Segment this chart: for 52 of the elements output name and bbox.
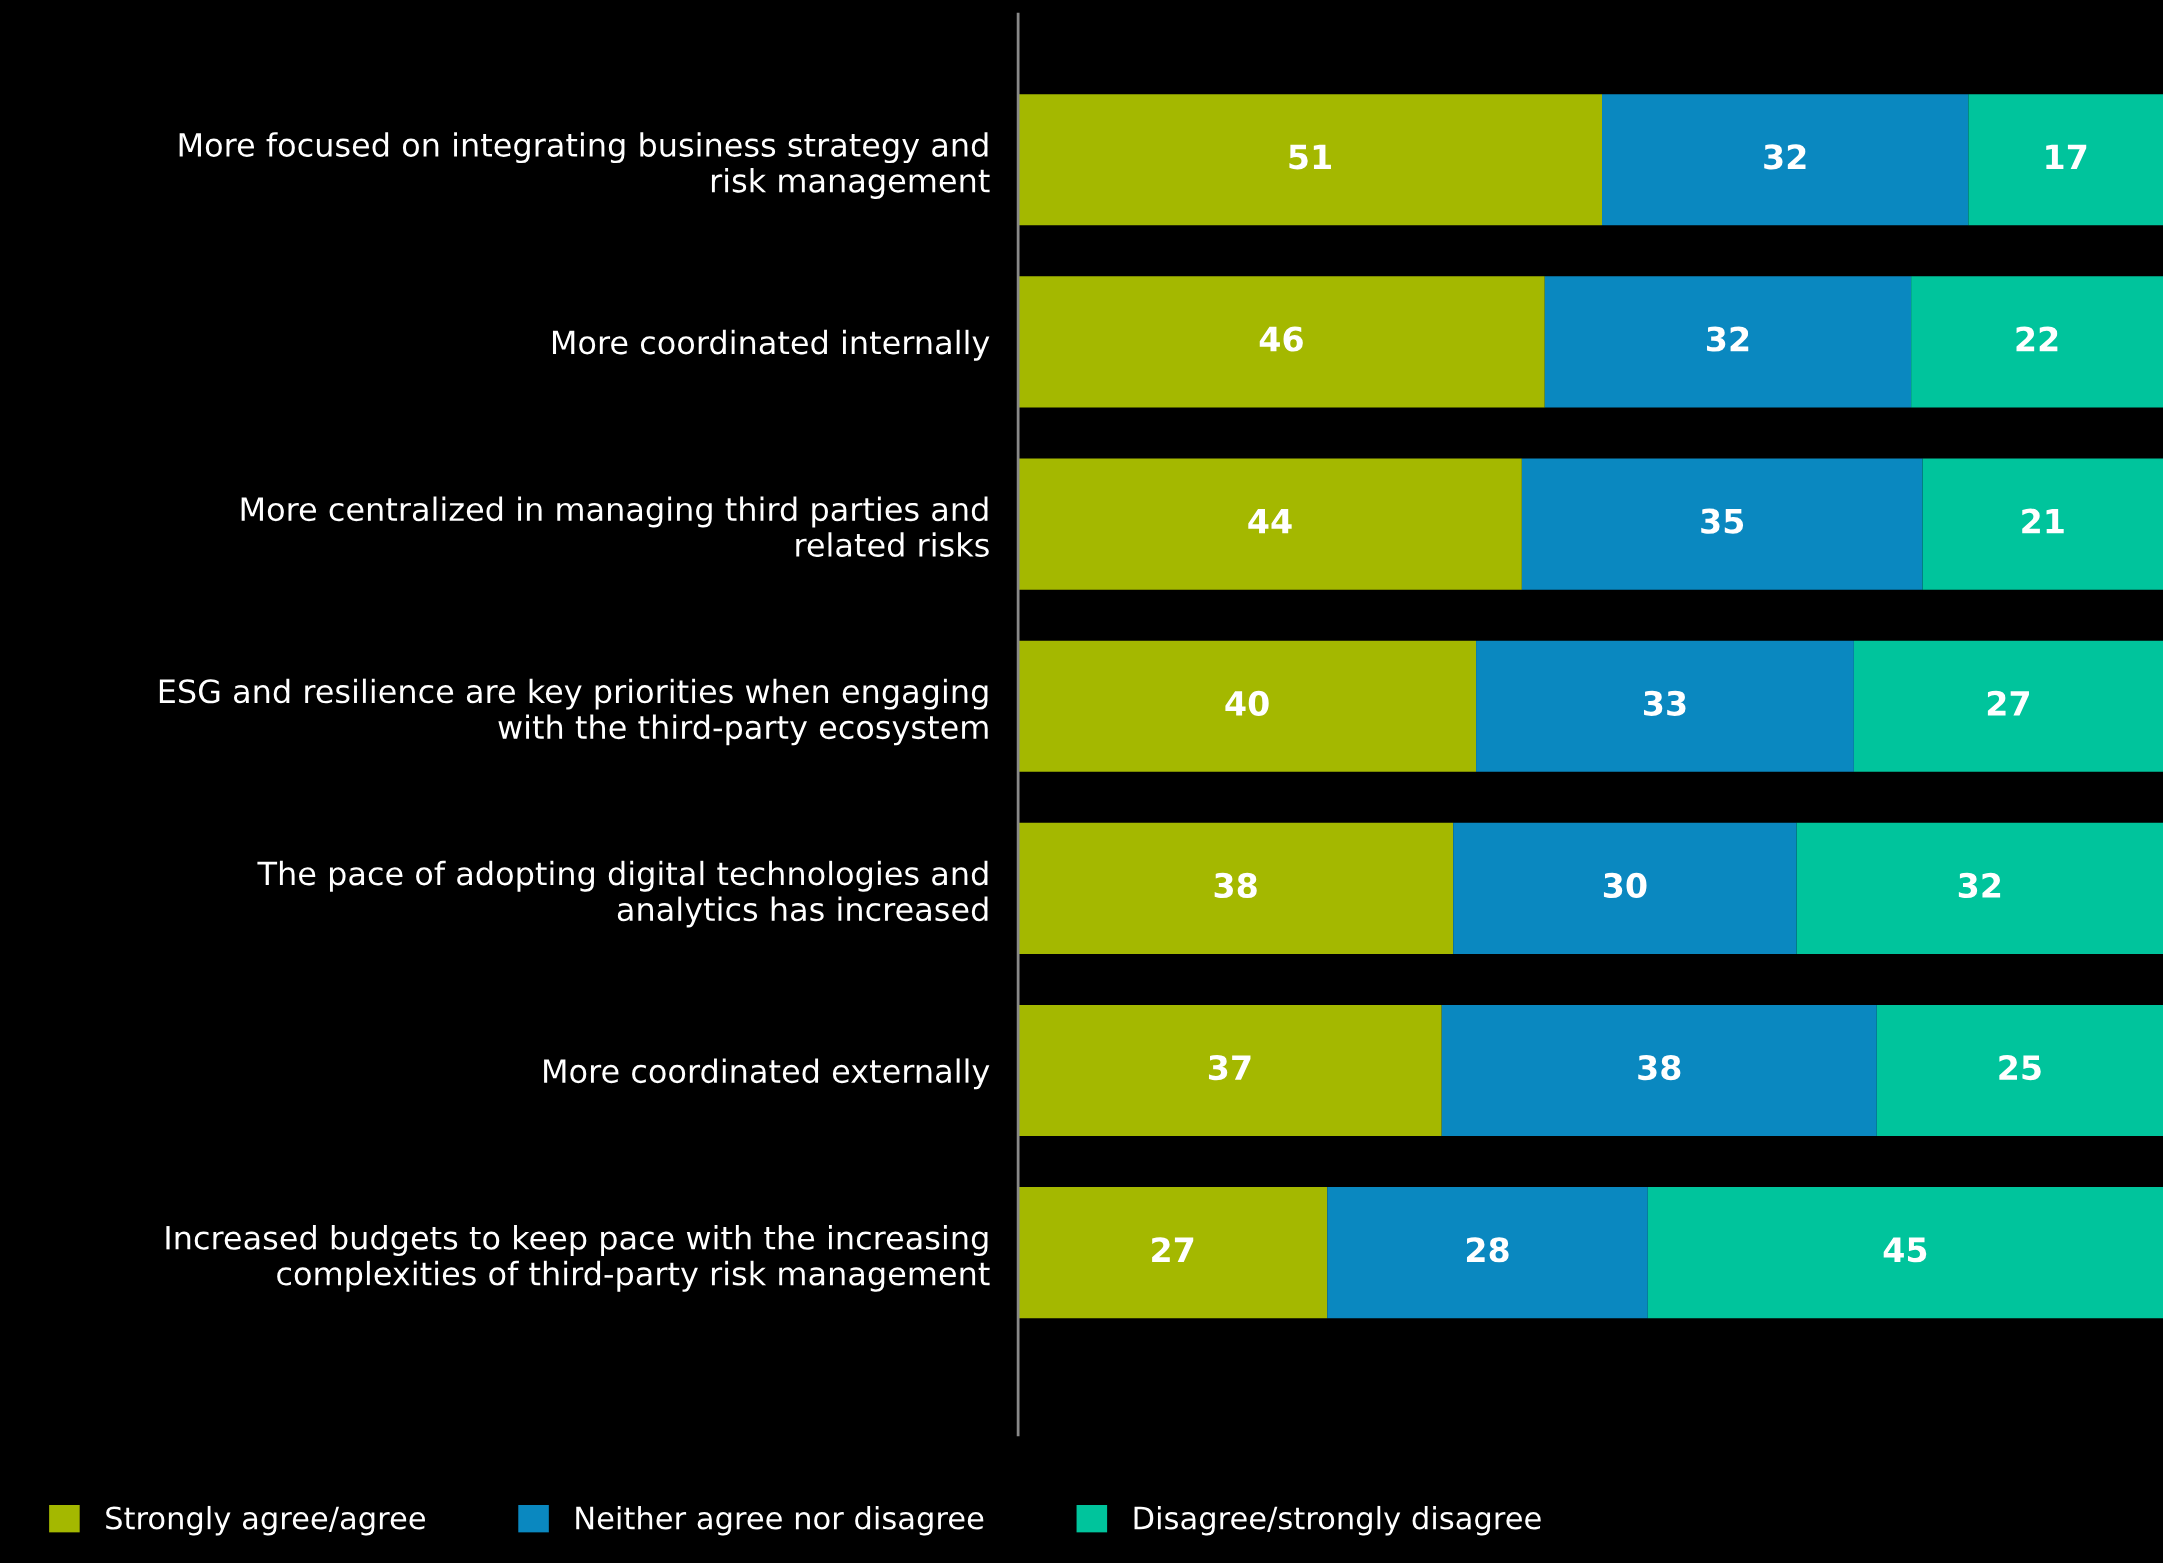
bar bbox=[1922, 458, 2163, 590]
bar bbox=[1018, 640, 1477, 772]
data-label: 17 bbox=[2046, 144, 2087, 169]
legend-label: Strongly agree/agree bbox=[106, 1505, 425, 1536]
data-label: 37 bbox=[1208, 1054, 1251, 1081]
data-label: 32 bbox=[1958, 872, 2001, 899]
bar bbox=[1476, 640, 1854, 772]
y-tick-label: More coordinated internally bbox=[552, 329, 990, 361]
y-tick-label: More coordinated externally bbox=[544, 1058, 990, 1090]
data-label: 45 bbox=[1883, 1237, 1927, 1263]
bar bbox=[1796, 822, 2163, 954]
data-label: 30 bbox=[1603, 872, 1647, 899]
bar bbox=[1018, 1187, 1328, 1319]
bar bbox=[1602, 94, 1969, 226]
bar bbox=[1647, 1187, 2163, 1319]
y-tick-label: Increased budgets to keep pace with the increasing complexities of third-party risk management bbox=[166, 1225, 990, 1292]
bar bbox=[1018, 276, 1545, 408]
data-label: 28 bbox=[1466, 1237, 1509, 1263]
y-tick-label: More centralized in managing third parties and related risks bbox=[241, 496, 989, 557]
data-label: 27 bbox=[1152, 1237, 1194, 1262]
bar bbox=[1544, 276, 1912, 408]
data-label: 22 bbox=[2016, 326, 2058, 352]
bar bbox=[1968, 94, 2163, 226]
data-label: 21 bbox=[2022, 508, 2064, 534]
legend-label: Neither agree nor disagree bbox=[576, 1505, 984, 1536]
bar bbox=[1876, 1004, 2163, 1137]
bar bbox=[1018, 1004, 1442, 1137]
bar bbox=[1453, 822, 1797, 954]
bar bbox=[1018, 822, 1454, 954]
bar bbox=[1521, 458, 1923, 590]
bar bbox=[1018, 458, 1522, 590]
legend-label: Disagree/strongly disagree bbox=[1134, 1505, 1541, 1536]
y-tick-label: ESG and resilience are key priorities when engaging with the third-party ecosystem bbox=[159, 678, 988, 746]
bar bbox=[1911, 276, 2163, 408]
data-label: 38 bbox=[1214, 872, 1257, 899]
bar bbox=[1018, 94, 1603, 226]
data-label: 25 bbox=[1999, 1054, 2041, 1081]
bar bbox=[1853, 640, 2163, 772]
data-label: 40 bbox=[1225, 690, 1269, 716]
y-tick-label: The pace of adopting digital technologies and analytics has increased bbox=[257, 860, 988, 928]
data-label: 38 bbox=[1638, 1054, 1681, 1081]
data-label: 35 bbox=[1701, 508, 1744, 534]
data-label: 27 bbox=[1987, 690, 2029, 716]
data-label: 44 bbox=[1248, 508, 1292, 534]
data-label: 32 bbox=[1706, 326, 1749, 352]
data-label: 32 bbox=[1764, 144, 1806, 170]
y-tick-label: More focused on integrating business strategy and risk management bbox=[179, 132, 990, 199]
data-label: 46 bbox=[1259, 326, 1303, 352]
data-label: 33 bbox=[1644, 690, 1686, 716]
bar bbox=[1327, 1187, 1648, 1319]
data-label: 51 bbox=[1289, 144, 1331, 170]
bar bbox=[1441, 1004, 1877, 1137]
